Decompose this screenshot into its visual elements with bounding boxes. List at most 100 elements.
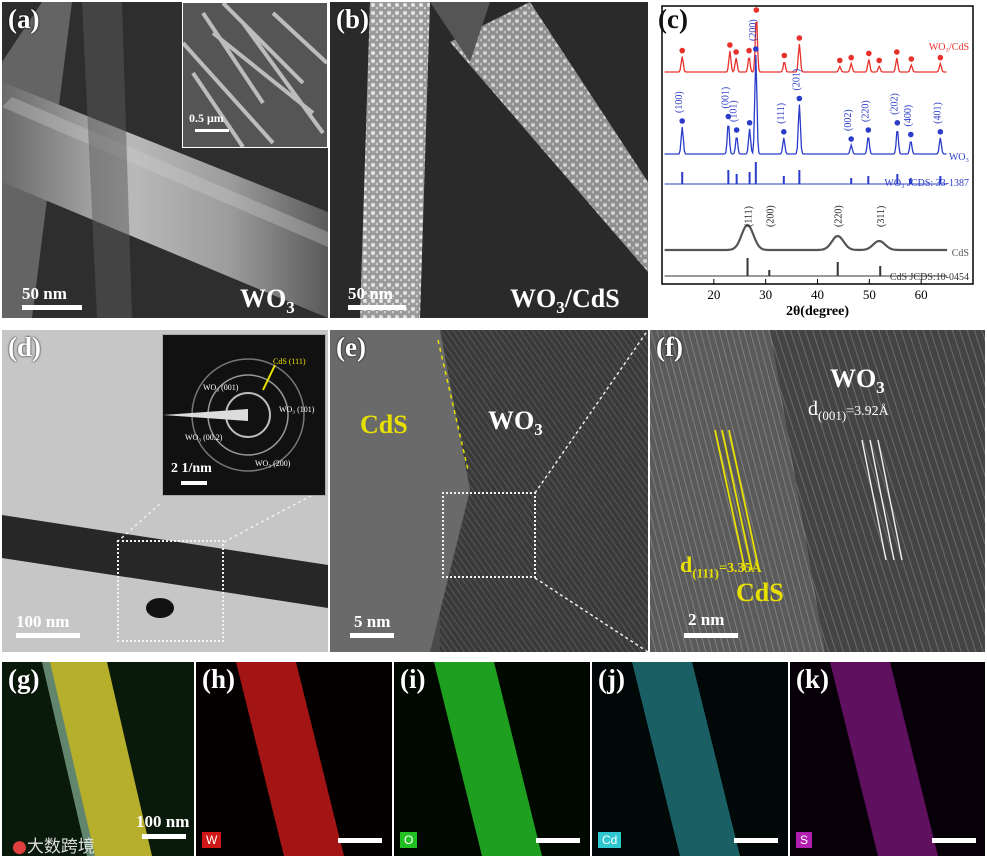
saed-scale-text: 2 1/nm: [171, 461, 212, 476]
peak-marker: [908, 56, 915, 62]
peak-marker: [727, 42, 733, 48]
watermark-logo-icon: ●: [12, 837, 27, 856]
saed-wo001-label: WO₃ (001): [203, 383, 239, 392]
hkl-label: (200): [765, 205, 776, 227]
panel-e: (e) CdS WO3 5 nm: [330, 330, 648, 652]
scale-bar-d: [16, 633, 80, 638]
material-label-a: WO3: [240, 284, 295, 318]
inset-saed: CdS (111) WO₃ (001) WO₃ (101) WO₃ (00.2)…: [162, 334, 326, 496]
zoom-box-d: [117, 540, 224, 642]
panel-label-a: (a): [8, 4, 40, 34]
hkl-label: (220): [834, 205, 845, 227]
peak-marker: [753, 7, 760, 13]
material-label-b: WO3/CdS: [510, 284, 620, 318]
panel-g: (g) 100 nm ●大数跨境: [2, 662, 194, 856]
peak-marker: [894, 49, 900, 55]
panel-h: (h) W: [196, 662, 392, 856]
inset-scale-bar: [195, 129, 229, 132]
scale-text-e: 5 nm: [354, 612, 391, 631]
hkl-label: (200): [748, 19, 759, 41]
hrtem-image-f: [650, 330, 985, 652]
x-tick-label: 40: [811, 287, 824, 302]
x-tick-label: 20: [707, 287, 720, 302]
peak-marker: [876, 57, 882, 64]
peak-marker: [848, 54, 854, 61]
wo3-label-e: WO3: [488, 406, 543, 440]
hkl-label: (001): [720, 87, 731, 109]
element-label-s: S: [796, 832, 813, 848]
scale-bar-h: [338, 838, 382, 843]
inset-scale-text: 0.5 μm: [189, 111, 224, 125]
hkl-label: (202): [889, 93, 900, 115]
peak-marker: [937, 54, 944, 61]
hkl-label: (220): [860, 100, 871, 122]
panel-label-b: (b): [336, 4, 369, 34]
saed-wo200-label: WO₃ (200): [255, 459, 291, 468]
eds-map-s: [830, 662, 938, 856]
panel-label-e: (e): [336, 332, 366, 362]
watermark: ●大数跨境: [12, 837, 95, 856]
saed-wo101-label: WO₃ (101): [279, 405, 315, 414]
sem-image-wo3: [2, 2, 328, 318]
peak-marker: [908, 131, 914, 138]
scale-text-f: 2 nm: [688, 610, 725, 629]
panel-b: (b) 50 nm WO3/CdS: [330, 2, 648, 318]
peak-marker: [733, 49, 739, 55]
scale-bar-j: [734, 838, 778, 843]
hrtem-image-e: [330, 330, 648, 652]
panel-label-i: (i): [400, 664, 426, 694]
peak-marker: [725, 113, 732, 120]
scale-bar-e: [350, 633, 394, 638]
peak-marker: [679, 118, 686, 124]
peak-marker: [746, 120, 753, 126]
scale-bar-f: [684, 633, 738, 638]
d111-label: d(111)=3.35Å: [680, 552, 762, 581]
x-tick-label: 60: [915, 287, 928, 302]
panel-label-d: (d): [8, 332, 41, 362]
series-label: WO₃/CdS: [929, 42, 969, 53]
hkl-label: (100): [674, 91, 685, 113]
eds-map-overlay: [42, 662, 152, 856]
hkl-label: (111): [744, 206, 755, 227]
hkl-label: (201): [791, 69, 802, 91]
d001-label: d(001)=3.92Å: [808, 398, 889, 423]
eds-map-w: [236, 662, 344, 856]
plot-frame: [661, 5, 974, 285]
scale-text-d: 100 nm: [16, 612, 70, 631]
saed-scale-bar: [181, 481, 207, 485]
peak-marker: [781, 52, 788, 59]
peak-marker: [796, 95, 803, 102]
scale-bar-b: [348, 305, 406, 310]
hkl-label: (400): [903, 105, 914, 127]
scale-text-b: 50 nm: [348, 284, 393, 303]
peak-marker: [733, 127, 740, 133]
x-tick-label: 30: [759, 287, 772, 302]
x-tick-label: 50: [863, 287, 876, 302]
element-label-w: W: [202, 832, 222, 848]
saed-cds-label: CdS (111): [273, 357, 306, 366]
xrd-chart: 20 30 40 50 60 2θ(degree) WO₃/CdS WO₃ WO₃ JCDS: …: [661, 5, 974, 318]
sem-image-wo3-cds: [360, 2, 648, 318]
panel-f: (f) WO3 d(001)=3.92Å d(111)=3.35Å CdS 2 …: [650, 330, 985, 652]
peak-marker: [781, 129, 787, 135]
panel-label-h: (h): [202, 664, 235, 694]
panel-i: (i) O: [394, 662, 590, 856]
hkl-label: (401): [932, 102, 943, 124]
panel-label-k: (k): [796, 664, 829, 694]
scale-bar-g: [142, 834, 186, 839]
series-label: CdS JCDS:10-0454: [890, 272, 969, 283]
panel-label-j: (j): [598, 664, 625, 694]
panel-label-f: (f): [656, 332, 683, 362]
hkl-label: (101): [729, 100, 740, 122]
eds-map-cd: [632, 662, 740, 856]
hkl-label: (002): [843, 109, 854, 131]
peak-marker: [836, 57, 843, 64]
scale-text-a: 50 nm: [22, 284, 67, 303]
peak-marker: [746, 47, 752, 54]
series-line: [664, 223, 948, 252]
saed-wo002-label: WO₃ (00.2): [185, 433, 223, 442]
series-label: WO₃: [949, 152, 969, 163]
element-label-o: O: [400, 832, 418, 848]
series-line: [664, 22, 947, 73]
cds-label-e: CdS: [360, 410, 408, 439]
